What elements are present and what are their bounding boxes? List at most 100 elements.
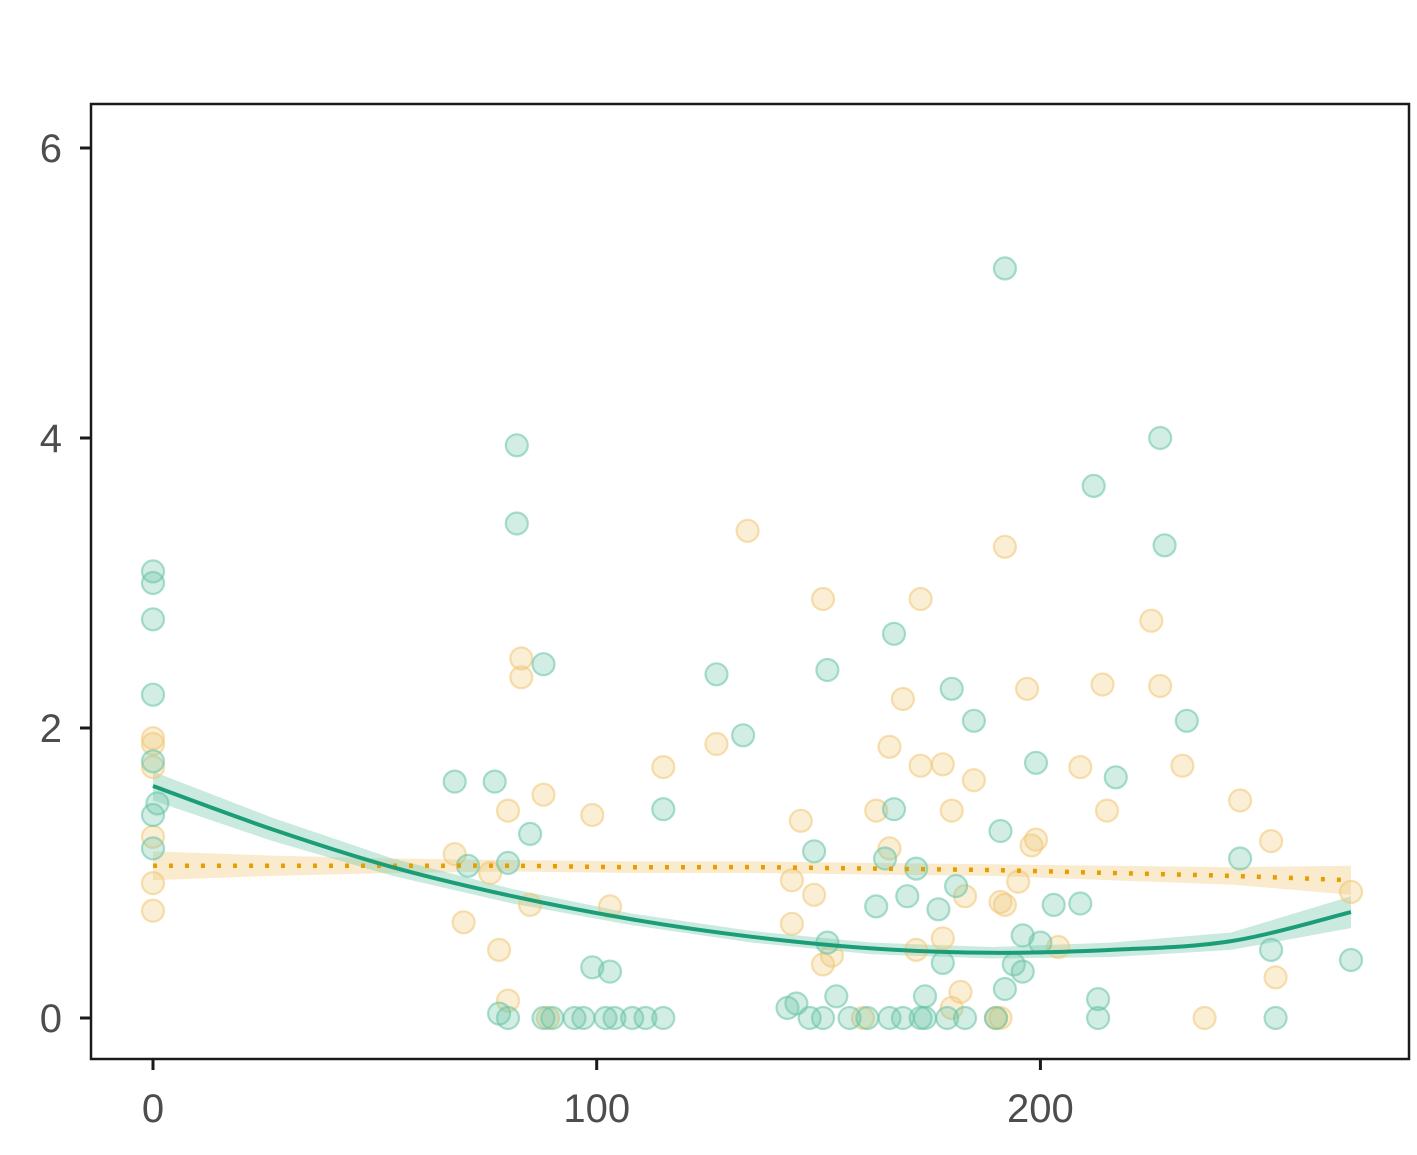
data-point-teal bbox=[140, 607, 166, 632]
data-point-teal bbox=[815, 657, 840, 683]
data-point-teal bbox=[1338, 947, 1364, 973]
data-point-teal bbox=[801, 839, 827, 864]
data-point-orange bbox=[1014, 676, 1040, 701]
data-point-teal bbox=[912, 984, 938, 1009]
data-point-orange bbox=[1263, 965, 1288, 990]
data-point-orange bbox=[1068, 754, 1093, 780]
data-point-teal bbox=[952, 1005, 978, 1031]
data-point-teal bbox=[597, 959, 623, 984]
data-point-orange bbox=[788, 808, 813, 833]
data-point-teal bbox=[943, 873, 969, 899]
data-point-teal bbox=[992, 976, 1018, 1002]
data-point-teal bbox=[855, 1005, 880, 1031]
data-point-teal bbox=[531, 652, 556, 677]
data-point-orange bbox=[651, 754, 676, 780]
data-point-orange bbox=[992, 892, 1018, 918]
data-point-teal bbox=[504, 433, 529, 458]
data-point-teal bbox=[837, 1005, 862, 1031]
data-point-teal bbox=[1023, 750, 1049, 775]
data-point-teal bbox=[1148, 425, 1173, 451]
data-point-orange bbox=[779, 911, 805, 936]
data-point-teal bbox=[988, 818, 1013, 844]
data-point-teal bbox=[1103, 765, 1128, 790]
data-point-teal bbox=[562, 1005, 587, 1031]
data-point-teal bbox=[1085, 986, 1111, 1012]
data-point-teal bbox=[633, 1005, 658, 1031]
data-point-teal bbox=[517, 821, 543, 847]
data-point-teal bbox=[881, 621, 907, 646]
data-point-teal bbox=[495, 1005, 521, 1031]
data-point-orange bbox=[495, 988, 521, 1013]
data-point-teal bbox=[926, 897, 951, 922]
fit-line-teal bbox=[152, 784, 1352, 955]
data-point-teal bbox=[442, 769, 467, 794]
data-point-teal bbox=[651, 797, 676, 822]
data-point-orange bbox=[451, 910, 476, 935]
data-point-teal bbox=[504, 511, 529, 536]
data-point-teal bbox=[140, 682, 166, 707]
data-point-teal bbox=[704, 662, 729, 687]
data-point-orange bbox=[779, 868, 805, 893]
data-point-teal bbox=[571, 1005, 596, 1031]
data-point-teal bbox=[1010, 959, 1035, 984]
data-point-teal bbox=[140, 570, 166, 596]
data-point-teal bbox=[730, 723, 756, 748]
data-point-orange bbox=[801, 882, 827, 907]
data-point-teal bbox=[580, 955, 605, 980]
data-point-orange bbox=[908, 753, 933, 778]
data-point-orange bbox=[140, 870, 166, 896]
data-point-teal bbox=[1085, 1005, 1111, 1031]
data-point-teal bbox=[455, 853, 481, 878]
data-point-orange bbox=[864, 798, 889, 823]
data-point-orange bbox=[908, 586, 933, 612]
data-point-orange bbox=[948, 979, 973, 1005]
data-point-teal bbox=[1263, 1005, 1288, 1031]
data-point-orange bbox=[1338, 879, 1364, 905]
data-point-orange bbox=[939, 798, 964, 823]
data-point-teal bbox=[877, 1005, 902, 1031]
data-point-teal bbox=[482, 769, 507, 794]
x-tick-label: 100 bbox=[563, 1087, 630, 1131]
data-point-teal bbox=[872, 846, 898, 871]
data-point-teal bbox=[810, 1005, 836, 1031]
y-tick-label: 4 bbox=[40, 417, 62, 461]
data-point-orange bbox=[930, 752, 955, 777]
data-point-orange bbox=[487, 937, 512, 963]
data-point-orange bbox=[478, 860, 503, 886]
data-point-orange bbox=[961, 768, 987, 793]
data-point-orange bbox=[509, 665, 534, 690]
data-point-teal bbox=[602, 1005, 627, 1031]
data-point-teal bbox=[895, 884, 920, 909]
data-point-teal bbox=[1068, 891, 1093, 916]
data-point-teal bbox=[939, 676, 964, 701]
data-point-orange bbox=[1192, 1005, 1217, 1031]
data-point-orange bbox=[1148, 673, 1173, 699]
data-point-orange bbox=[704, 731, 729, 757]
y-tick-label: 0 bbox=[40, 997, 62, 1041]
fit-line-orange bbox=[152, 863, 1352, 883]
data-point-orange bbox=[531, 782, 556, 807]
data-point-orange bbox=[930, 926, 955, 951]
data-point-teal bbox=[983, 1005, 1009, 1031]
data-point-teal bbox=[140, 802, 166, 828]
data-point-orange bbox=[1006, 869, 1031, 894]
plot-panel-border bbox=[89, 102, 1411, 1061]
x-tick-label: 200 bbox=[1007, 1087, 1074, 1131]
data-point-teal bbox=[864, 894, 889, 919]
data-point-orange bbox=[890, 686, 916, 712]
data-point-orange bbox=[495, 798, 521, 823]
data-point-orange bbox=[810, 586, 836, 612]
y-axis-ticks: 0 2 4 6 bbox=[40, 127, 91, 1041]
data-point-teal bbox=[1258, 937, 1284, 963]
data-point-orange bbox=[580, 802, 605, 828]
data-point-teal bbox=[140, 836, 166, 861]
data-point-orange bbox=[1258, 828, 1284, 854]
data-point-orange bbox=[1023, 827, 1049, 852]
data-point-orange bbox=[1090, 672, 1115, 697]
data-point-orange bbox=[140, 898, 166, 923]
y-tick-label: 2 bbox=[40, 707, 62, 751]
data-point-teal bbox=[930, 950, 955, 976]
data-point-teal bbox=[1227, 846, 1253, 871]
data-point-orange bbox=[1139, 608, 1164, 633]
